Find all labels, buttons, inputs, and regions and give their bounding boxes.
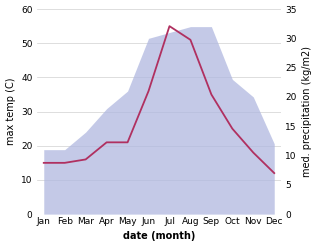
X-axis label: date (month): date (month) — [123, 231, 195, 242]
Y-axis label: med. precipitation (kg/m2): med. precipitation (kg/m2) — [302, 46, 313, 177]
Y-axis label: max temp (C): max temp (C) — [5, 78, 16, 145]
